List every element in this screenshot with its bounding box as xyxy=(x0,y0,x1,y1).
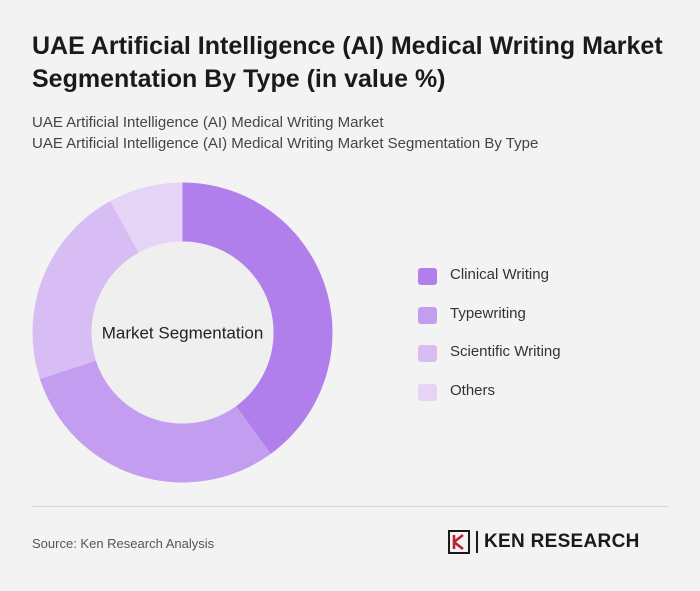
footer-divider xyxy=(32,506,668,507)
ken-research-logo: KEN RESEARCH xyxy=(448,530,640,554)
legend-label: Others xyxy=(450,381,496,399)
donut-chart: Market Segmentation xyxy=(32,182,333,483)
donut-slice-clinical-writing xyxy=(182,182,333,454)
chart-legend: Clinical Writing Typewriting Scientific Wr… xyxy=(418,263,561,417)
legend-item: Scientific Writing xyxy=(418,340,561,379)
donut-slice-typewriting xyxy=(39,360,271,483)
legend-item: Others xyxy=(418,379,561,418)
legend-swatch xyxy=(418,306,437,324)
source-text: Source: Ken Research Analysis xyxy=(32,536,215,551)
legend-swatch xyxy=(418,345,437,362)
chart-title: UAE Artificial Intelligence (AI) Medical… xyxy=(32,32,663,93)
donut-hole xyxy=(91,241,274,424)
donut-slice-scientific-writing xyxy=(32,201,139,379)
donut-slice-others xyxy=(110,182,183,253)
chart-subtitle: UAE Artificial Intelligence (AI) Medical… xyxy=(32,112,672,154)
legend-label: Typewriting xyxy=(450,304,526,322)
legend-item: Clinical Writing xyxy=(418,263,561,302)
logo-mark-icon xyxy=(448,530,470,554)
legend-swatch xyxy=(418,383,437,401)
legend-swatch xyxy=(418,268,437,285)
subtitle-line-2: UAE Artificial Intelligence (AI) Medical… xyxy=(32,135,539,152)
legend-label: Clinical Writing xyxy=(450,266,549,283)
subtitle-line-1: UAE Artificial Intelligence (AI) Medical… xyxy=(32,114,384,131)
legend-label: Scientific Writing xyxy=(450,343,561,360)
legend-item: Typewriting xyxy=(418,302,561,341)
donut-center-label: Market Segmentation xyxy=(102,324,264,343)
logo-text: KEN RESEARCH xyxy=(484,531,640,552)
logo-divider xyxy=(476,531,478,553)
